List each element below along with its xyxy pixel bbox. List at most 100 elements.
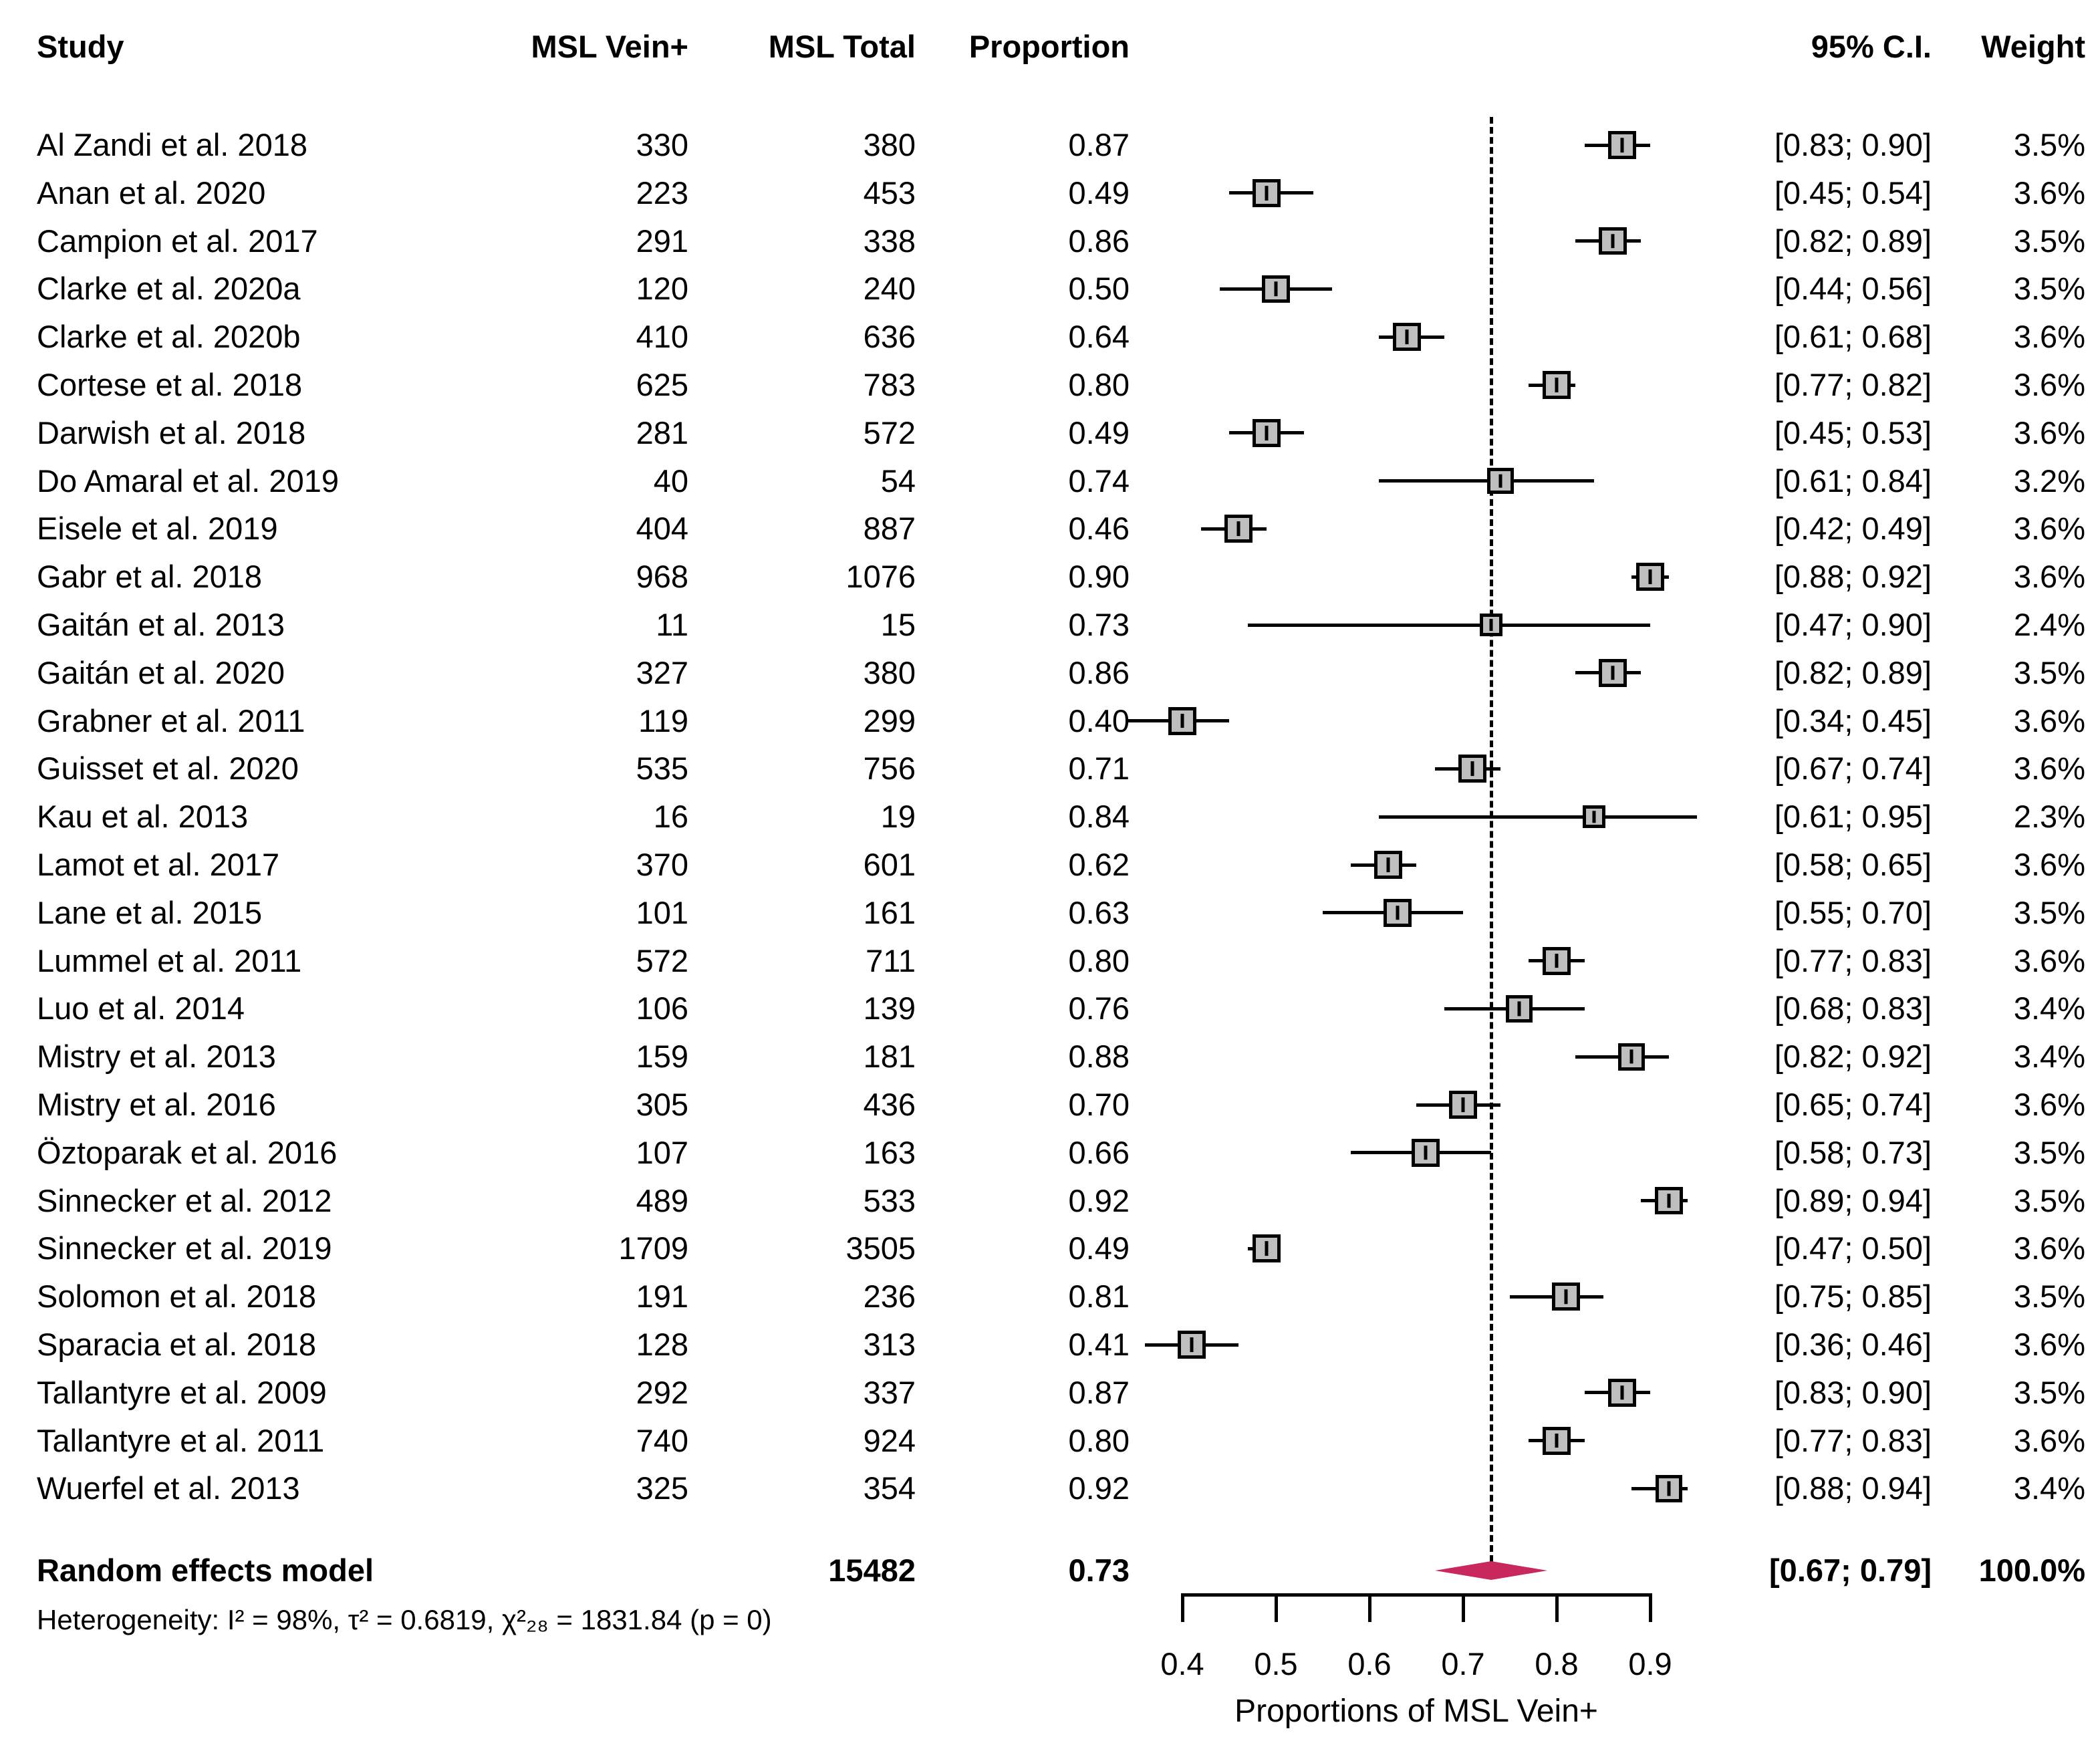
point-estimate-tick (1265, 1241, 1269, 1256)
study-name: Sinnecker et al. 2019 (37, 1230, 332, 1266)
weight-value: 3.2% (2013, 462, 2085, 499)
weight-value: 3.4% (2013, 990, 2085, 1027)
point-estimate-tick (1592, 811, 1596, 823)
ci-range: [0.82; 0.89] (1774, 223, 1932, 259)
axis-tick (1180, 1593, 1184, 1622)
ci-range: [0.83; 0.90] (1774, 1374, 1932, 1410)
point-estimate-tick (1555, 1433, 1559, 1448)
msl-total-count: 436 (863, 1087, 916, 1122)
study-name: Luo et al. 2014 (37, 990, 245, 1027)
point-estimate-square (1479, 613, 1503, 637)
msl-total-count: 338 (863, 223, 916, 259)
point-estimate-tick (1555, 378, 1559, 392)
point-estimate-square (1253, 418, 1281, 447)
col-header-weight: Weight (1981, 29, 2085, 64)
study-name: Sparacia et al. 2018 (37, 1327, 317, 1362)
point-estimate-tick (1265, 425, 1269, 440)
study-name: Clarke et al. 2020a (37, 271, 301, 307)
msl-total-count: 783 (863, 367, 916, 402)
msl-total-count: 924 (863, 1422, 916, 1458)
msl-total-count: 54 (880, 462, 916, 499)
point-estimate-tick (1517, 1001, 1521, 1016)
point-estimate-square (1608, 131, 1636, 159)
msl-vein-count: 191 (636, 1278, 688, 1315)
proportion-value: 0.62 (1068, 847, 1130, 882)
proportion-value: 0.49 (1068, 174, 1130, 211)
ci-range: [0.77; 0.82] (1774, 367, 1932, 402)
msl-total-count: 337 (863, 1374, 916, 1410)
weight-value: 3.6% (2013, 511, 2085, 547)
msl-vein-count: 327 (636, 654, 688, 690)
msl-vein-count: 325 (636, 1470, 688, 1506)
point-estimate-square (1599, 227, 1627, 255)
study-name: Solomon et al. 2018 (37, 1278, 317, 1315)
msl-total-count: 19 (880, 799, 916, 835)
proportion-value: 0.80 (1068, 1422, 1130, 1458)
study-name: Lummel et al. 2011 (37, 942, 302, 978)
axis-tick (1461, 1593, 1465, 1622)
msl-vein-count: 740 (636, 1422, 688, 1458)
ci-range: [0.47; 0.50] (1774, 1230, 1932, 1266)
proportion-value: 0.86 (1068, 223, 1130, 259)
point-estimate-tick (1236, 521, 1240, 537)
weight-value: 3.6% (2013, 367, 2085, 402)
study-name: Darwish et al. 2018 (37, 414, 306, 450)
msl-total-count: 3505 (845, 1230, 916, 1266)
point-estimate-square (1583, 805, 1605, 828)
col-header-msl-total: MSL Total (768, 29, 916, 64)
axis-line (1182, 1593, 1650, 1597)
point-estimate-square (1458, 755, 1486, 783)
msl-vein-count: 159 (636, 1039, 688, 1075)
weight-value: 2.3% (2013, 799, 2085, 835)
ci-range: [0.47; 0.90] (1774, 607, 1932, 642)
study-name: Wuerfel et al. 2013 (37, 1470, 300, 1506)
weight-value: 3.6% (2013, 559, 2085, 595)
msl-vein-count: 572 (636, 942, 688, 978)
col-header-ci: 95% C.I. (1811, 29, 1932, 64)
point-estimate-square (1178, 1331, 1206, 1359)
proportion-value: 0.86 (1068, 654, 1130, 690)
point-estimate-square (1655, 1474, 1683, 1502)
point-estimate-tick (1620, 1385, 1624, 1400)
point-estimate-square (1617, 1043, 1646, 1071)
weight-value: 3.5% (2013, 1134, 2085, 1170)
study-name: Cortese et al. 2018 (37, 367, 303, 402)
point-estimate-tick (1489, 619, 1493, 631)
ci-range: [0.61; 0.95] (1774, 799, 1932, 835)
weight-value: 3.5% (2013, 894, 2085, 930)
ci-range: [0.77; 0.83] (1774, 942, 1932, 978)
msl-vein-count: 120 (636, 271, 688, 307)
weight-value: 3.6% (2013, 414, 2085, 450)
weight-value: 3.4% (2013, 1039, 2085, 1075)
weight-value: 3.5% (2013, 1182, 2085, 1218)
msl-vein-count: 404 (636, 511, 688, 547)
ci-range: [0.67; 0.74] (1774, 751, 1932, 787)
point-estimate-tick (1611, 233, 1615, 249)
summary-dashed-line (1489, 117, 1493, 1562)
msl-vein-count: 119 (638, 702, 688, 738)
msl-vein-count: 291 (636, 223, 688, 259)
point-estimate-tick (1648, 569, 1652, 585)
weight-value: 3.6% (2013, 1422, 2085, 1458)
msl-vein-count: 410 (636, 319, 688, 355)
point-estimate-tick (1274, 281, 1278, 297)
proportion-value: 0.64 (1068, 319, 1130, 355)
proportion-value: 0.73 (1068, 607, 1130, 642)
study-name: Mistry et al. 2016 (37, 1087, 276, 1122)
axis-tick (1555, 1593, 1559, 1622)
study-name: Öztoparak et al. 2016 (37, 1134, 338, 1170)
ci-range: [0.34; 0.45] (1774, 702, 1932, 738)
msl-vein-count: 330 (636, 127, 688, 162)
msl-vein-count: 11 (656, 607, 688, 642)
msl-vein-count: 128 (636, 1327, 688, 1362)
msl-total-count: 15 (880, 607, 916, 642)
study-name: Lamot et al. 2017 (37, 847, 280, 882)
summary-label: Random effects model (37, 1553, 374, 1588)
ci-range: [0.44; 0.56] (1774, 271, 1932, 307)
msl-total-count: 380 (863, 127, 916, 162)
weight-value: 3.6% (2013, 319, 2085, 355)
proportion-value: 0.66 (1068, 1134, 1130, 1170)
axis-tick-label: 0.5 (1254, 1646, 1298, 1681)
proportion-value: 0.90 (1068, 559, 1130, 595)
